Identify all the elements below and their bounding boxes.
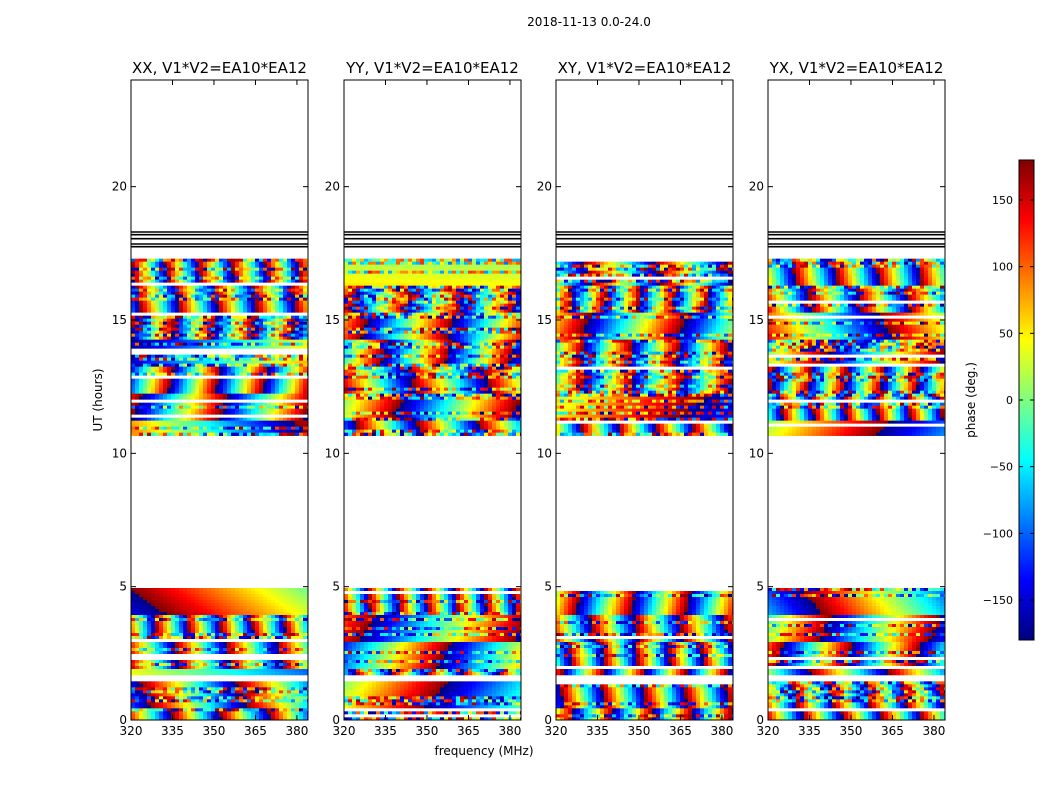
- x-tick-label: 350: [203, 724, 226, 738]
- x-tick-label: 380: [285, 724, 308, 738]
- y-tick-label: 10: [325, 446, 340, 460]
- colorbar-tick-label: 0: [1006, 394, 1013, 407]
- y-tick-label: 0: [332, 713, 340, 727]
- colorbar-tick-label: 100: [992, 261, 1013, 274]
- panel-title: XY, V1*V2=EA10*EA12: [558, 59, 732, 77]
- y-tick-label: 20: [112, 180, 127, 194]
- x-tick-label: 365: [457, 724, 480, 738]
- x-tick-label: 350: [628, 724, 651, 738]
- y-tick-label: 0: [756, 713, 764, 727]
- colorbar-tick-label: 150: [992, 194, 1013, 207]
- y-axis-label: UT (hours): [91, 368, 105, 431]
- x-tick-label: 380: [498, 724, 521, 738]
- y-tick-label: 15: [325, 313, 340, 327]
- y-tick-label: 10: [749, 446, 764, 460]
- y-tick-label: 5: [332, 580, 340, 594]
- y-tick-label: 0: [544, 713, 552, 727]
- y-tick-label: 20: [325, 180, 340, 194]
- y-tick-label: 15: [749, 313, 764, 327]
- y-tick-label: 15: [537, 313, 552, 327]
- colorbar-tick-label: 50: [999, 327, 1013, 340]
- x-tick-label: 335: [586, 724, 609, 738]
- panel-title: XX, V1*V2=EA10*EA12: [132, 59, 307, 77]
- x-tick-label: 365: [244, 724, 267, 738]
- y-tick-label: 15: [112, 313, 127, 327]
- colorbar-tick-label: −100: [983, 527, 1013, 540]
- x-tick-label: 335: [374, 724, 397, 738]
- colorbar-tick-label: −50: [990, 461, 1013, 474]
- x-tick-label: 350: [840, 724, 863, 738]
- x-axis-label: frequency (MHz): [434, 744, 533, 758]
- y-tick-label: 10: [112, 446, 127, 460]
- colorbar: −150 −100 −50 0 50 100 150: [983, 160, 1034, 640]
- y-tick-label: 0: [119, 713, 127, 727]
- y-tick-label: 5: [756, 580, 764, 594]
- panel-title: YY, V1*V2=EA10*EA12: [345, 59, 519, 77]
- panel-title: YX, V1*V2=EA10*EA12: [769, 59, 944, 77]
- x-tick-label: 335: [161, 724, 184, 738]
- y-tick-label: 20: [537, 180, 552, 194]
- x-tick-label: 365: [881, 724, 904, 738]
- figure-suptitle: 2018-11-13 0.0-24.0: [527, 15, 651, 29]
- x-tick-label: 380: [710, 724, 733, 738]
- colorbar-tick-label: −150: [983, 594, 1013, 607]
- y-tick-label: 5: [119, 580, 127, 594]
- x-tick-label: 380: [922, 724, 945, 738]
- y-tick-label: 5: [544, 580, 552, 594]
- x-tick-label: 335: [798, 724, 821, 738]
- x-tick-label: 350: [416, 724, 439, 738]
- x-tick-label: 365: [669, 724, 692, 738]
- colorbar-label: phase (deg.): [964, 362, 978, 438]
- y-tick-label: 10: [537, 446, 552, 460]
- y-tick-label: 20: [749, 180, 764, 194]
